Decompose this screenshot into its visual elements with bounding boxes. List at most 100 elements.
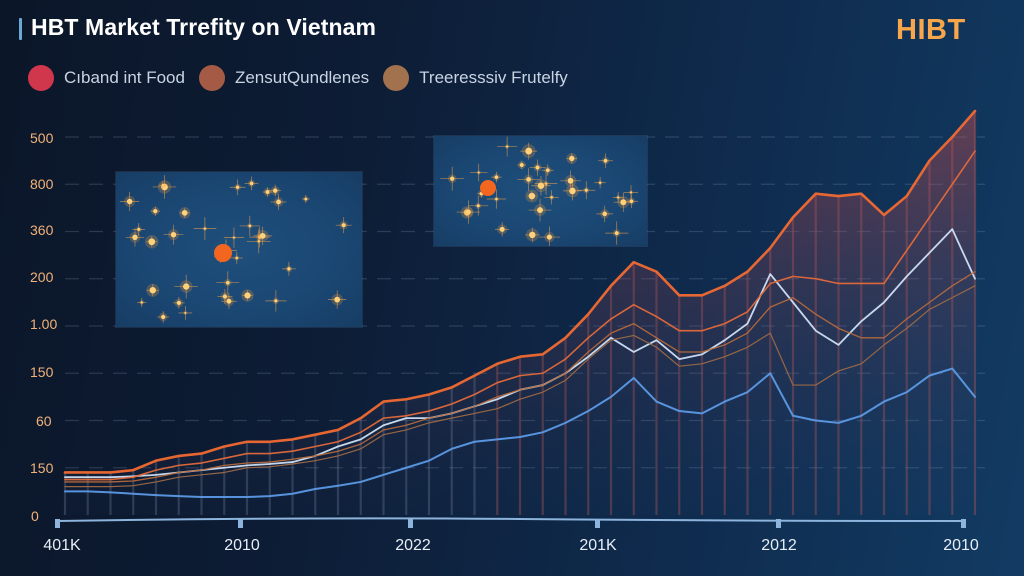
legend-swatch-icon [198,65,225,91]
series-line [64,367,976,499]
x-tick-label: 2022 [395,537,431,554]
light-cluster [613,192,633,212]
highlight-marker [480,180,496,196]
y-tick-label: 800 [30,176,54,192]
highlight-marker [214,244,232,262]
legend-item-0[interactable]: Cıband int Food [28,65,185,91]
light-cluster [179,207,191,219]
light-cluster [223,227,244,248]
legend: Cıband int Food ZensutQundlenes Treeress… [28,65,582,91]
legend-swatch-icon [28,65,54,91]
light-cluster [624,194,639,208]
map-lights-icon [440,136,639,246]
light-cluster [282,261,296,276]
x-tick-label: 201K [579,537,617,554]
brand-logo: HIBT [896,14,966,46]
light-cluster [241,289,254,302]
legend-label: Cıband int Food [64,68,185,87]
light-cluster [221,293,237,310]
light-cluster [497,136,518,157]
chart-title: HBT Market Trrefity on Vietnam [31,14,377,40]
vietnam-night-lights-map-large [116,172,362,327]
series-line [64,150,976,481]
light-cluster [150,206,161,216]
light-cluster [132,223,146,236]
light-cluster [217,289,233,305]
light-cluster [538,226,561,246]
light-cluster [246,229,271,254]
light-cluster [469,163,488,182]
y-tick-label: 360 [30,222,54,238]
light-cluster [440,166,465,191]
x-axis [55,517,966,528]
light-cluster [577,181,596,200]
y-tick-label: 60 [36,413,52,429]
y-tick-label: 1.00 [30,316,58,332]
legend-item-1[interactable]: ZensutQundlenes [198,65,369,91]
light-cluster [229,179,246,196]
light-cluster [596,205,613,223]
light-cluster [560,170,581,192]
light-cluster [120,191,140,212]
x-tick-label: 2010 [943,537,979,554]
light-cluster [253,226,272,246]
light-cluster [468,195,489,216]
light-cluster [158,181,167,190]
map-lights-icon [120,175,352,323]
light-cluster [544,190,559,205]
series-line [64,285,976,488]
light-cluster [269,184,282,197]
series-line [63,109,977,474]
light-cluster [598,153,613,169]
vietnam-night-lights-map-small [434,136,647,246]
x-tick-label: 2012 [761,537,797,554]
light-cluster [517,160,527,170]
light-cluster [265,290,287,312]
light-cluster [529,159,546,176]
y-tick-label: 500 [30,130,54,146]
light-cluster [491,171,502,183]
light-cluster [174,274,198,299]
light-cluster [144,234,159,249]
y-tick-label: 0 [31,508,39,524]
legend-label: Treeresssiv Frutelfy [419,68,568,87]
light-cluster [230,251,243,264]
x-tick-mark [961,519,966,528]
light-cluster [163,224,184,245]
light-cluster [193,217,217,241]
light-cluster [178,306,193,320]
y-tick-label: 150 [30,364,54,380]
x-tick-label: 2010 [224,537,260,554]
area-fill [65,111,975,515]
light-cluster [605,221,629,245]
series-line [64,271,976,483]
legend-item-2[interactable]: Treeresssiv Frutelfy [383,65,568,91]
light-cluster [146,283,160,297]
y-tick-label: 200 [30,269,54,285]
light-cluster [566,153,578,164]
light-cluster [531,175,551,196]
light-cluster [262,187,273,197]
x-tick-mark [595,519,600,528]
light-cluster [239,215,261,237]
light-cluster [495,222,510,237]
light-cluster [244,176,259,191]
x-tick-label: 401K [43,537,81,554]
legend-swatch-icon [383,65,410,91]
series-lines [63,109,977,499]
light-cluster [335,217,352,234]
light-cluster [486,189,507,209]
area-fill-cıband-int-food [65,111,975,515]
light-cluster [270,194,287,210]
x-axis-line [56,517,966,522]
x-tick-mark [238,519,243,528]
x-tick-mark [408,519,413,528]
x-tick-mark [776,519,781,528]
light-cluster [528,198,552,222]
light-cluster [152,175,177,199]
x-tick-mark [55,519,60,528]
light-cluster [612,192,624,203]
light-cluster [456,200,481,224]
light-cluster [594,177,606,189]
light-cluster [524,227,540,243]
